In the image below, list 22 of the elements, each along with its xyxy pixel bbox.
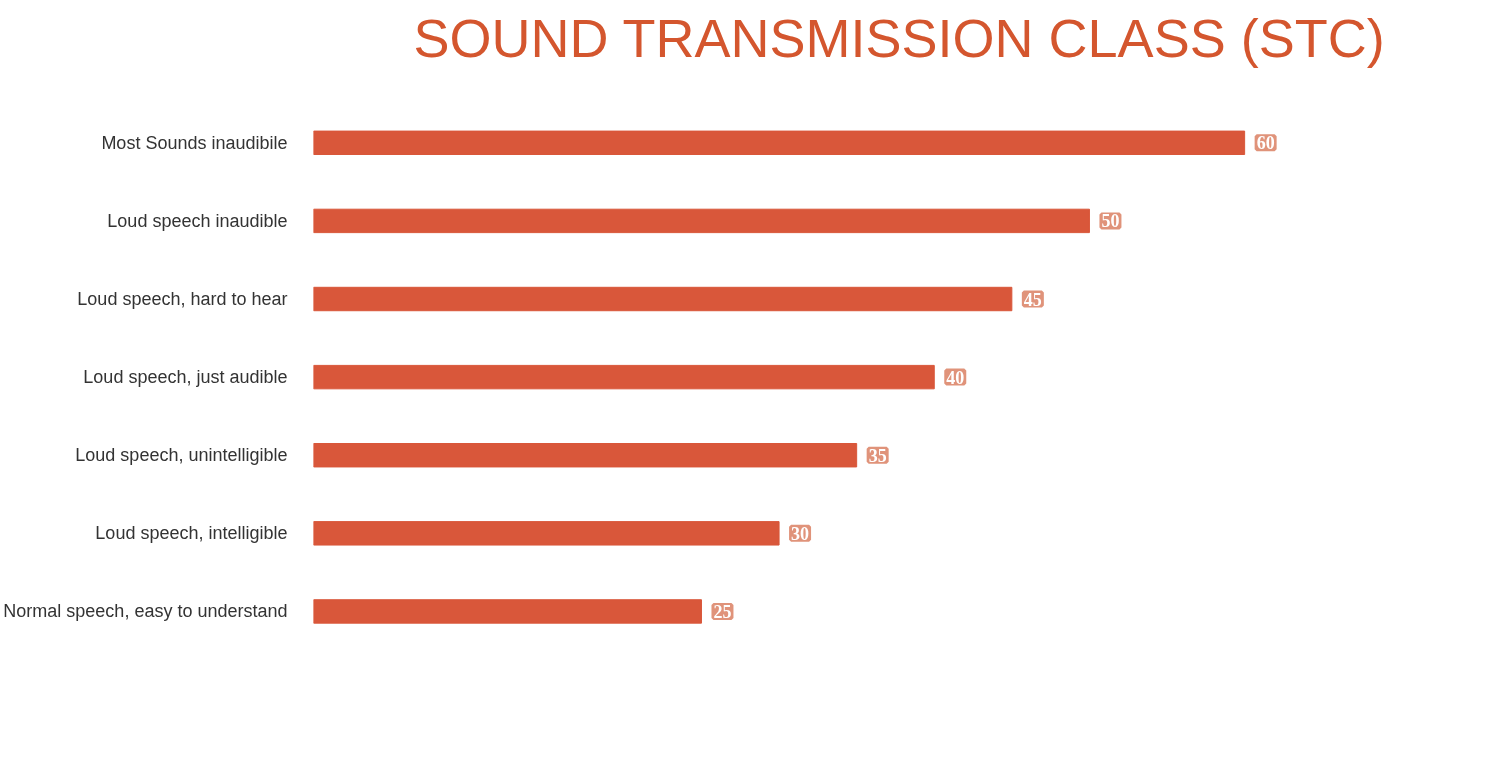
data-label: 35 bbox=[868, 445, 887, 466]
data-label: 40 bbox=[946, 367, 965, 388]
bar bbox=[313, 286, 1013, 312]
y-tick-label: Loud speech inaudible bbox=[107, 210, 288, 231]
y-tick-label: Normal speech, easy to understand bbox=[3, 601, 288, 622]
data-label: 50 bbox=[1101, 211, 1120, 232]
data-label: 60 bbox=[1256, 133, 1275, 154]
bar bbox=[313, 521, 780, 546]
chart-title: SOUND TRANSMISSION CLASS (STC) bbox=[413, 7, 1385, 68]
y-tick-label: Most Sounds inaudibile bbox=[101, 132, 288, 153]
bar bbox=[313, 443, 858, 468]
bar bbox=[313, 364, 935, 390]
data-label: 45 bbox=[1023, 289, 1042, 310]
y-tick-label: Loud speech, intelligible bbox=[95, 523, 288, 544]
bar bbox=[313, 208, 1090, 234]
y-tick-label: Loud speech, unintelligible bbox=[75, 445, 288, 466]
data-label: 30 bbox=[791, 523, 810, 544]
bar bbox=[313, 130, 1246, 156]
y-tick-label: Loud speech, hard to hear bbox=[77, 289, 288, 310]
bar bbox=[313, 599, 702, 624]
y-tick-label: Loud speech, just audible bbox=[83, 367, 288, 388]
data-label: 25 bbox=[713, 601, 732, 622]
